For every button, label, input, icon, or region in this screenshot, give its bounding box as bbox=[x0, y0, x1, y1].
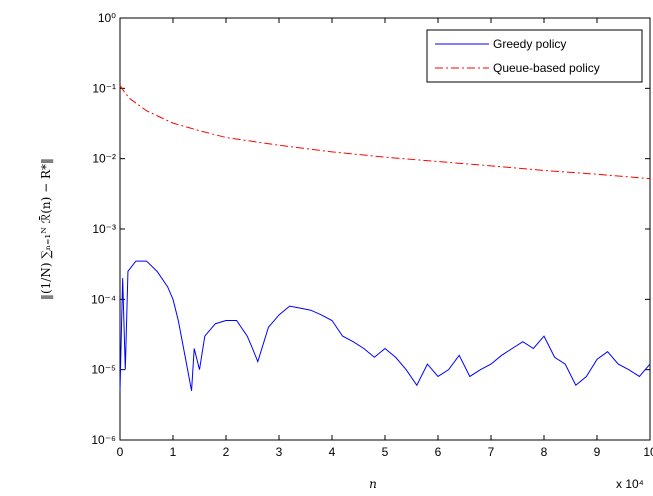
x-tick-label: 5 bbox=[382, 445, 389, 459]
x-tick-label: 9 bbox=[594, 445, 601, 459]
y-tick-label: 10⁻¹ bbox=[92, 81, 116, 95]
x-tick-label: 10 bbox=[643, 445, 653, 459]
x-tick-label: 7 bbox=[488, 445, 495, 459]
x-multiplier: x 10⁴ bbox=[616, 477, 644, 491]
legend-box bbox=[426, 29, 643, 83]
y-axis-label: ‖(1/N) ∑ₙ₌₁ᴺ ℛ̄(n) − R*‖ bbox=[39, 158, 53, 300]
x-tick-label: 4 bbox=[329, 445, 336, 459]
x-tick-label: 1 bbox=[170, 445, 177, 459]
legend-label: Queue-based policy bbox=[493, 61, 600, 75]
data-line bbox=[119, 260, 651, 391]
x-tick-label: 6 bbox=[435, 445, 442, 459]
y-tick-label: 10⁻⁴ bbox=[91, 292, 116, 306]
x-tick-label: 8 bbox=[541, 445, 548, 459]
y-tick-label: 10⁻⁵ bbox=[91, 363, 116, 377]
y-tick-label: 10⁻⁶ bbox=[91, 433, 116, 447]
plot-frame bbox=[119, 17, 651, 441]
x-tick-label: 2 bbox=[223, 445, 230, 459]
y-tick-label: 10⁻² bbox=[92, 152, 116, 166]
data-line bbox=[119, 85, 651, 180]
y-tick-label: 10⁰ bbox=[98, 11, 116, 25]
legend-label: Greedy policy bbox=[493, 37, 566, 51]
y-tick-label: 10⁻³ bbox=[92, 222, 116, 236]
x-tick-label: 3 bbox=[276, 445, 283, 459]
x-tick-label: 0 bbox=[117, 445, 124, 459]
x-axis-label: n bbox=[369, 477, 377, 491]
